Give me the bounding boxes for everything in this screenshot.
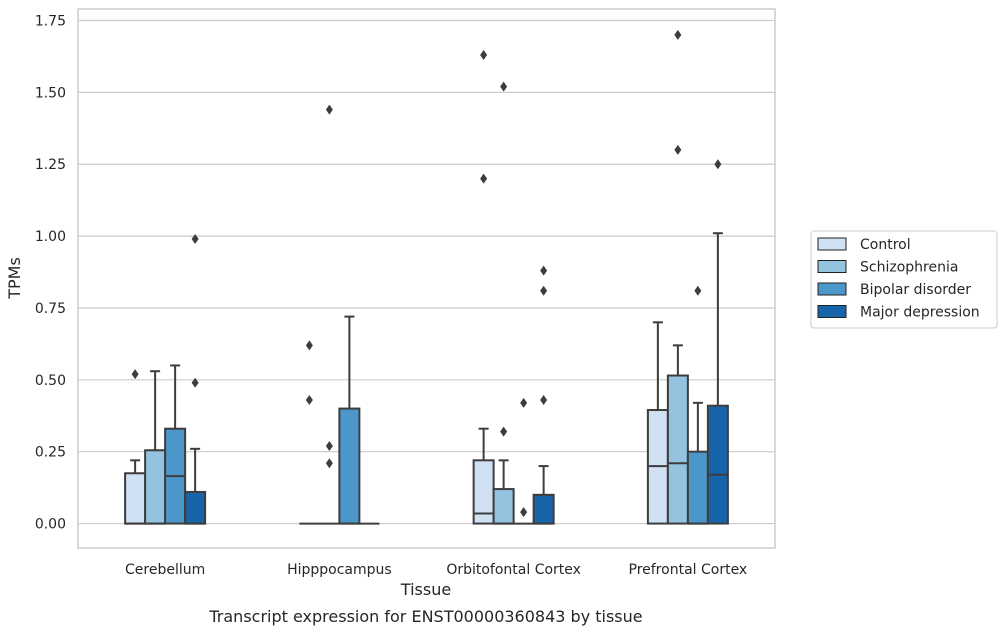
outlier-point — [191, 377, 199, 388]
outlier-point — [540, 394, 548, 405]
box-body — [532, 493, 555, 525]
x-tick-label: Prefrontal Cortex — [629, 562, 748, 578]
chart-caption: Transcript expression for ENST0000036084… — [208, 607, 642, 626]
x-tick-label: Cerebellum — [125, 562, 205, 578]
outlier-point — [714, 159, 722, 170]
boxes-layer — [124, 232, 729, 525]
legend: Control Schizophrenia Bipolar disorder Majo… — [810, 230, 998, 329]
box-schizophrenia — [492, 459, 515, 525]
box-body — [706, 404, 729, 525]
box-major-depression — [532, 465, 555, 525]
legend-swatch — [817, 305, 847, 318]
y-tick-label: 0.75 — [35, 301, 66, 317]
outlier-point — [500, 426, 508, 437]
box-major-depression — [706, 232, 729, 525]
legend-label: Bipolar disorder — [860, 282, 971, 298]
outlier-point — [480, 49, 488, 60]
box-bipolar-disorder — [164, 364, 187, 525]
box-bipolar-disorder — [686, 401, 709, 525]
box-bipolar-disorder — [338, 315, 361, 525]
y-tick-label: 1.50 — [35, 85, 66, 101]
outlier-point — [325, 440, 333, 451]
outlier-point — [191, 233, 199, 244]
outlier-point — [540, 285, 548, 296]
x-tick-labels: Cerebellum Hipppocampus Orbitofontal Corte… — [125, 562, 747, 578]
outlier-point — [305, 340, 313, 351]
outlier-point — [520, 507, 528, 518]
y-tick-label: 1.75 — [35, 13, 66, 29]
legend-label: Major depression — [860, 305, 980, 321]
outlier-point — [500, 81, 508, 92]
outlier-point — [520, 397, 528, 408]
outlier-point — [325, 458, 333, 469]
box-body — [124, 472, 147, 525]
box-schizophrenia — [666, 344, 689, 525]
x-tick-label: Orbitofontal Cortex — [446, 562, 581, 578]
legend-swatch — [817, 237, 847, 251]
y-tick-label: 0.50 — [35, 373, 66, 389]
outlier-point — [131, 369, 139, 380]
legend-label: Control — [860, 237, 911, 253]
legend-swatch — [817, 282, 847, 296]
y-axis-label: TPMs — [5, 257, 24, 300]
outlier-point — [325, 104, 333, 115]
outlier-point — [674, 144, 682, 155]
box-body — [492, 488, 515, 525]
box-body — [686, 450, 709, 525]
x-tick-label: Hipppocampus — [287, 562, 392, 578]
outlier-point — [674, 29, 682, 40]
y-tick-label: 1.00 — [35, 229, 66, 245]
outliers-layer — [131, 29, 722, 518]
box-major-depression — [184, 447, 207, 525]
y-tick-label: 1.25 — [35, 157, 66, 173]
x-axis-label: Tissue — [400, 580, 451, 599]
outlier-point — [480, 173, 488, 184]
box-body — [338, 407, 361, 525]
y-tick-label: 0.00 — [35, 517, 66, 533]
outlier-point — [305, 394, 313, 405]
legend-swatch — [817, 260, 847, 273]
box-control — [472, 427, 495, 525]
outlier-point — [694, 285, 702, 296]
y-tick-labels: 0.00 0.25 0.50 0.75 1.00 1.25 1.50 1.75 — [35, 13, 66, 532]
outlier-point — [540, 265, 548, 276]
y-tick-label: 0.25 — [35, 445, 66, 461]
box-body — [144, 449, 167, 525]
box-body — [666, 374, 689, 525]
legend-label: Schizophrenia — [860, 260, 958, 276]
legend-frame — [810, 230, 998, 329]
box-body — [184, 490, 207, 525]
